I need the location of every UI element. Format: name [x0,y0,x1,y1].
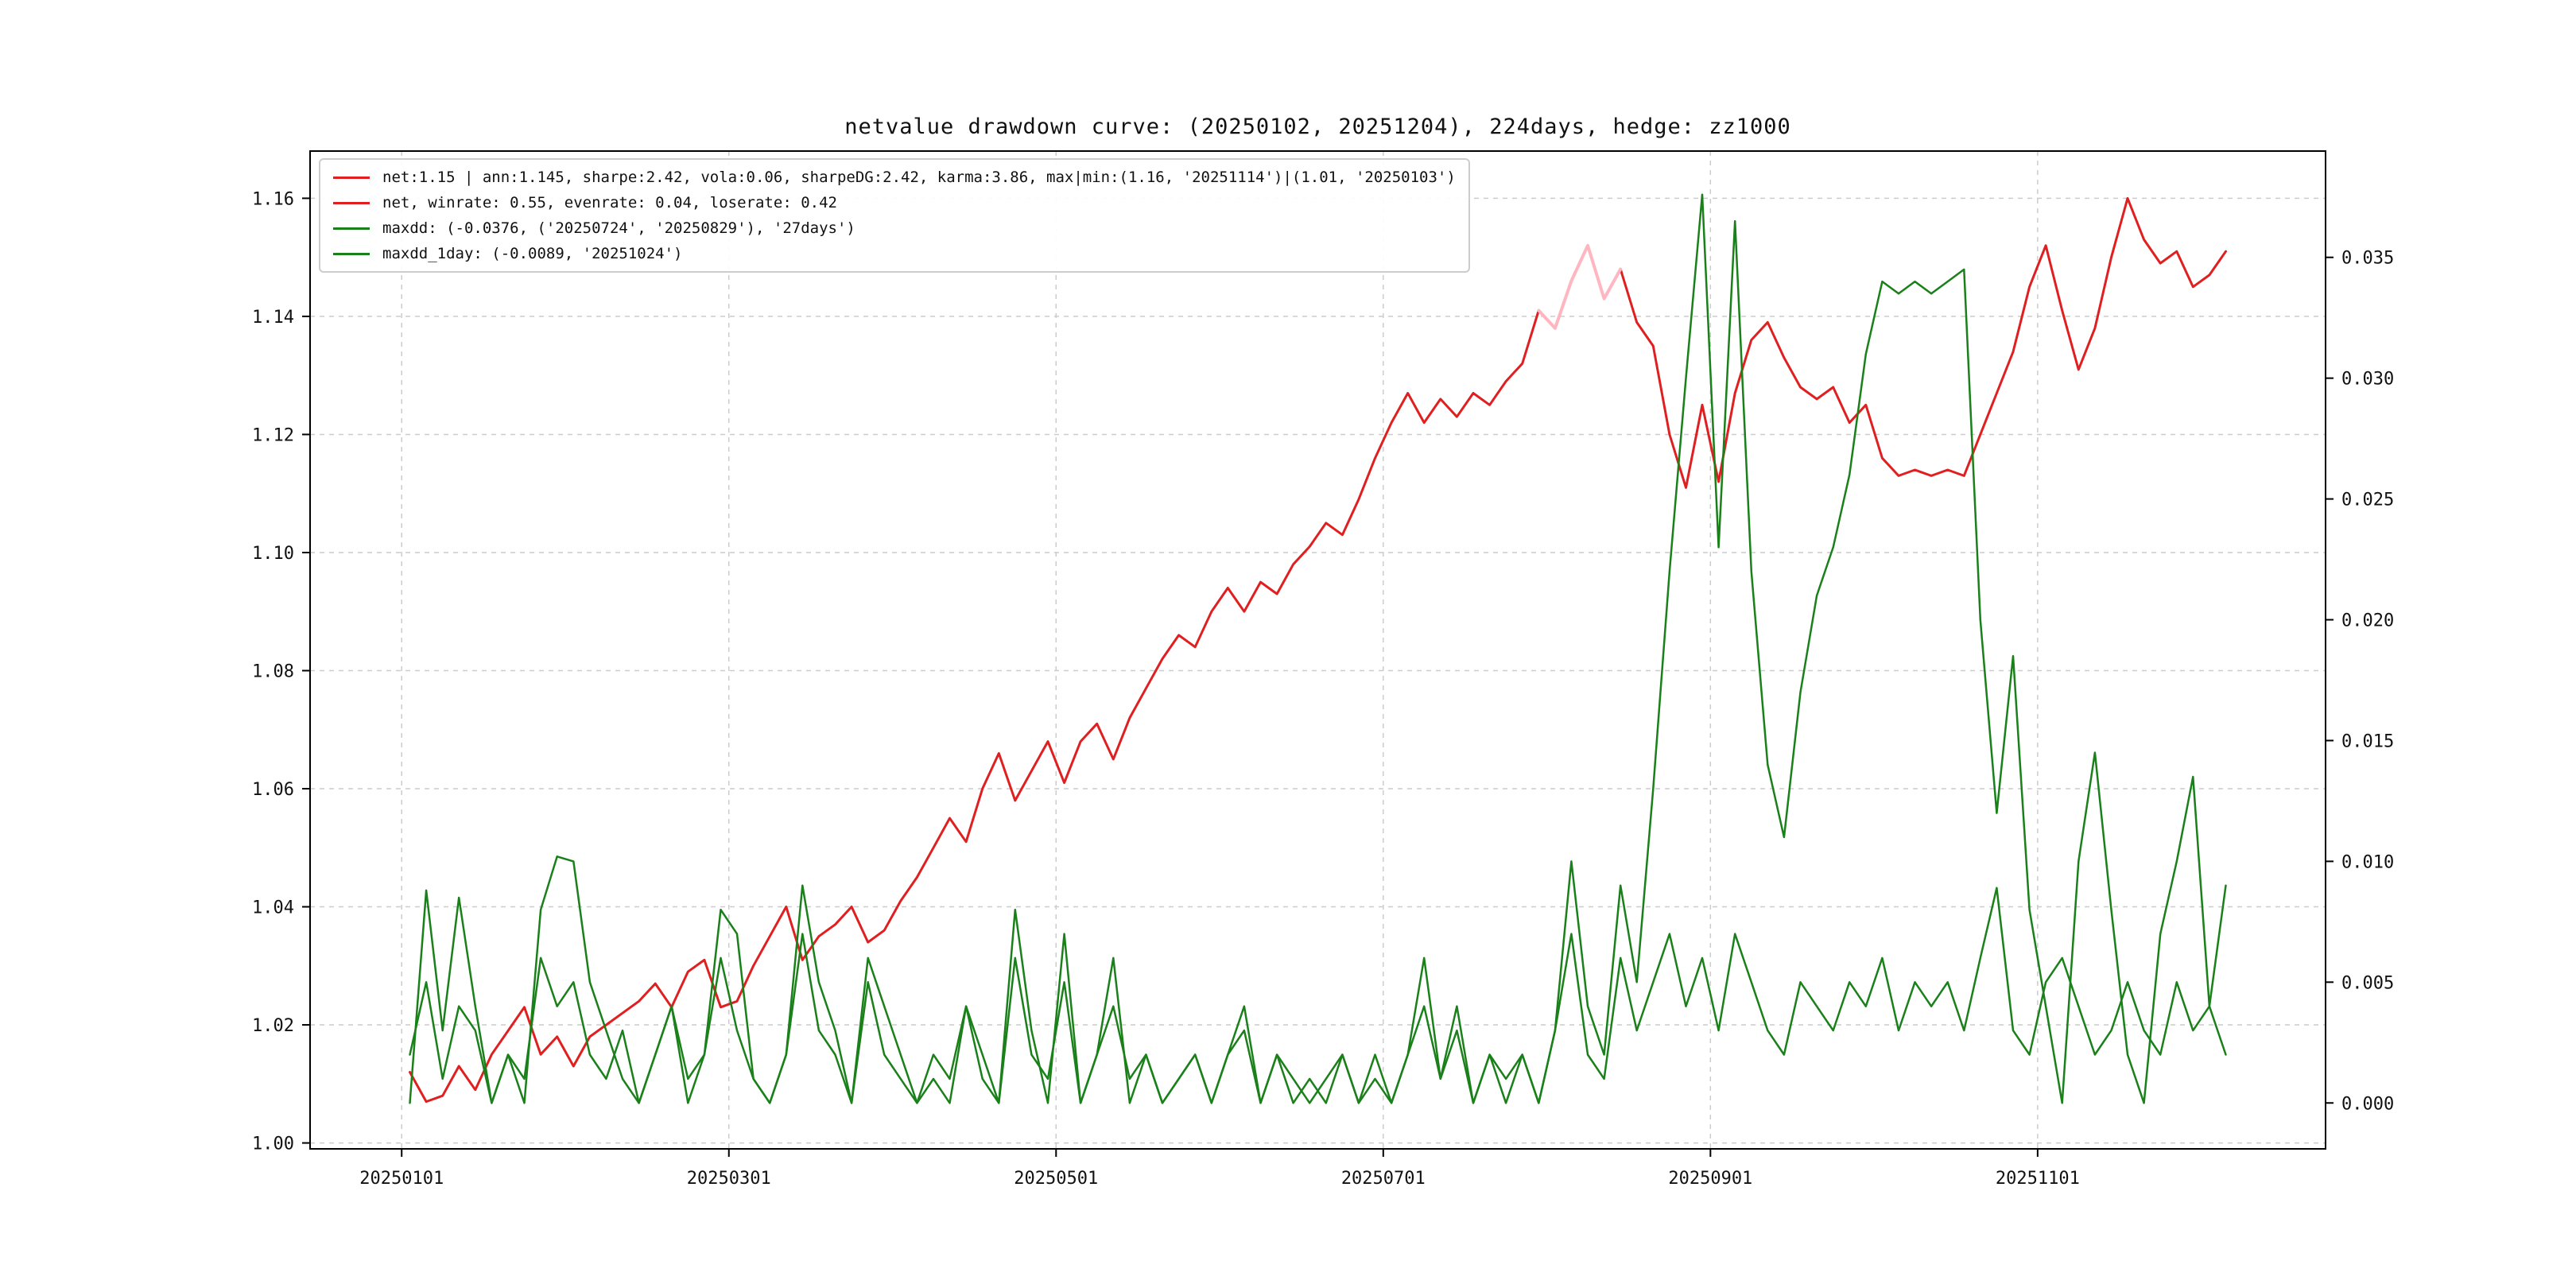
x-tick-label: 20250901 [1668,1169,1752,1189]
legend-item-label: maxdd: (-0.0376, ('20250724', '20250829'… [382,219,855,237]
y-right-tick-label: 0.020 [2341,611,2394,631]
series-line-maxdd_1day [409,886,2227,1104]
series-line-net [409,196,2227,1104]
y-left-tick-label: 1.04 [252,898,294,918]
y-right-tick-label: 0.025 [2341,491,2394,510]
x-tick-label: 20250701 [1341,1169,1426,1189]
x-tick-label: 20250101 [359,1169,444,1189]
y-right-tick-label: 0.035 [2341,249,2394,269]
legend-line-sample [333,176,370,179]
y-left-tick-label: 1.16 [252,189,294,209]
chart-title: netvalue drawdown curve: (20250102, 2025… [844,114,1791,139]
legend-item-label: maxdd_1day: (-0.0089, '20251024') [382,245,683,262]
legend-line-sample [333,201,370,204]
legend-item: net, winrate: 0.55, evenrate: 0.04, lose… [333,193,1456,212]
y-right-tick-label: 0.010 [2341,852,2394,872]
x-tick-label: 20251101 [1996,1169,2080,1189]
y-right-tick-label: 0.000 [2341,1094,2394,1114]
chart-legend: net:1.15 | ann:1.145, sharpe:2.42, vola:… [319,158,1470,273]
y-left-tick-label: 1.10 [252,544,294,564]
x-tick-label: 20250301 [687,1169,771,1189]
y-left-tick-label: 1.14 [252,308,294,328]
legend-item-label: net:1.15 | ann:1.145, sharpe:2.42, vola:… [382,169,1456,186]
x-tick-label: 20250501 [1014,1169,1098,1189]
y-right-tick-label: 0.005 [2341,973,2394,993]
series-line-net_maxdd_peak_highlight [1537,243,1623,330]
legend-item: maxdd_1day: (-0.0089, '20251024') [333,244,1456,263]
legend-line-sample [333,227,370,230]
y-left-tick-label: 1.08 [252,661,294,681]
legend-item-label: net, winrate: 0.55, evenrate: 0.04, lose… [382,194,837,211]
y-left-tick-label: 1.06 [252,780,294,800]
series-line-maxdd [409,193,2227,1104]
y-right-tick-label: 0.015 [2341,731,2394,751]
y-left-tick-label: 1.02 [252,1016,294,1036]
y-left-tick-label: 1.00 [252,1135,294,1154]
legend-line-sample [333,252,370,255]
legend-item: maxdd: (-0.0376, ('20250724', '20250829'… [333,219,1456,238]
axes-frame [309,150,2326,1150]
legend-item: net:1.15 | ann:1.145, sharpe:2.42, vola:… [333,168,1456,187]
y-left-tick-label: 1.12 [252,425,294,445]
y-right-tick-label: 0.030 [2341,370,2394,390]
